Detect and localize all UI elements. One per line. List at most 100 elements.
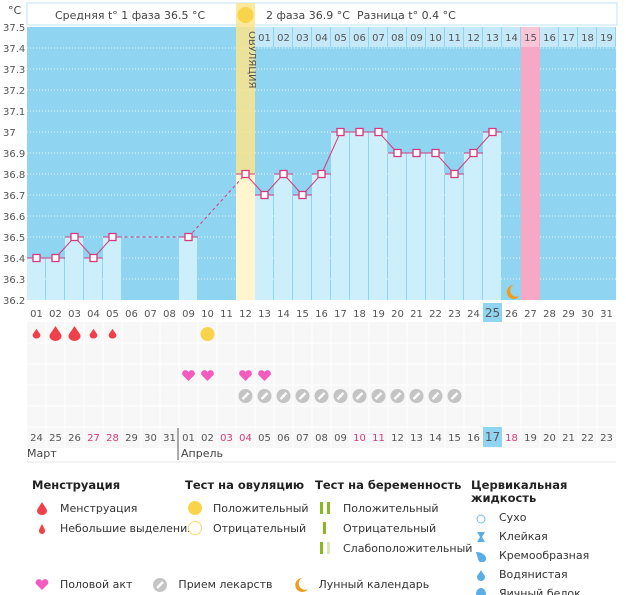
cycle-day-label: 03 (68, 309, 81, 320)
ovulation-bar (236, 174, 255, 300)
sun-icon (237, 7, 254, 23)
cycle-day-label: 31 (600, 309, 613, 320)
dpo-cell (445, 27, 463, 47)
calendar-date-label: 04 (239, 433, 252, 444)
temperature-bar (255, 195, 273, 300)
temperature-line-segment (188, 173, 246, 238)
cycle-day-label: 28 (543, 309, 556, 320)
small-drop-icon (32, 522, 52, 534)
ovulation-test-positive-icon (200, 327, 215, 341)
calendar-date-label: 17 (485, 430, 500, 444)
dpo-label: 19 (600, 33, 613, 44)
dry-icon (471, 512, 491, 524)
dpo-label: 02 (277, 33, 290, 44)
temperature-point (355, 127, 364, 137)
moon-icon (291, 577, 311, 593)
calendar-date-label: 03 (220, 433, 233, 444)
blood-drop-icon (108, 328, 117, 339)
temperature-point (412, 148, 421, 158)
dpo-cell (502, 27, 520, 47)
calendar-date-label: 08 (315, 433, 328, 444)
legend-item: Лунный календарь (318, 578, 430, 591)
calendar-date-label: 23 (600, 433, 613, 444)
dpo-label: 13 (486, 33, 499, 44)
temperature-bar (483, 132, 501, 300)
y-tick-label: 37.2 (3, 86, 25, 97)
heart-icon (182, 370, 195, 381)
legend-title: Тест на беременность (315, 478, 462, 492)
pill-stripe (450, 392, 459, 400)
calendar-date-label: 15 (448, 433, 461, 444)
calendar-date-label: 11 (372, 433, 385, 444)
calendar-date-label: 02 (201, 433, 214, 444)
temperature-bar (46, 258, 64, 300)
positive-circle-icon (185, 500, 205, 516)
temperature-bar (350, 132, 368, 300)
dpo-label: 04 (315, 33, 328, 44)
y-tick-label: 37.1 (3, 107, 25, 118)
temperature-point (184, 232, 193, 242)
cycle-day-label: 20 (391, 309, 404, 320)
dpo-cell (597, 27, 615, 47)
header-box (26, 2, 618, 26)
calendar-date-label: 18 (505, 433, 518, 444)
creamy-icon (471, 550, 491, 562)
cycle-day-label: 01 (30, 309, 43, 320)
temperature-bar (426, 153, 444, 300)
pill-stripe (374, 392, 383, 400)
cycle-day-label: 14 (277, 309, 290, 320)
temperature-point (108, 232, 117, 242)
legend-title: Тест на овуляцию (185, 478, 305, 492)
temperature-bar (312, 174, 330, 300)
legend-item: Сухо (499, 511, 527, 524)
temperature-point (393, 148, 402, 158)
calendar-date-label: 10 (353, 433, 366, 444)
temperature-point (336, 127, 345, 137)
y-tick-label: 36.9 (3, 149, 25, 160)
temperature-point (32, 253, 41, 263)
y-tick-label: 36.6 (3, 212, 25, 223)
dpo-label: 16 (543, 33, 556, 44)
legend-item: Яичный белок (499, 587, 581, 595)
temperature-bar (388, 153, 406, 300)
heart-icon (32, 578, 52, 591)
temperature-bar (103, 237, 121, 300)
calendar-date-label: 30 (144, 433, 157, 444)
calendar-date-label: 26 (68, 433, 81, 444)
temperature-bar (464, 153, 482, 300)
calendar-date-label: 25 (49, 433, 62, 444)
dpo-label: 14 (505, 33, 518, 44)
temperature-point (374, 127, 383, 137)
calendar-date-label: 06 (277, 433, 290, 444)
temperature-bar (407, 153, 425, 300)
cycle-day-label: 11 (220, 309, 233, 320)
cycle-day-label: 09 (182, 309, 195, 320)
month-label: Март (27, 447, 57, 460)
calendar-date-label: 31 (163, 433, 176, 444)
temperature-point (431, 148, 440, 158)
y-tick-label: 36.4 (3, 254, 25, 265)
temp-difference: Разница t° 0.4 °C (357, 9, 456, 22)
blood-drop-icon (68, 326, 81, 342)
legend-item: Менструация (60, 501, 138, 515)
pill-stripe (412, 392, 421, 400)
blood-drop-icon (89, 328, 98, 339)
legend-item: Положительный (343, 501, 439, 515)
dpo-cell (426, 27, 444, 47)
ovulation-label: ОВУЛЯЦИЯ (246, 31, 257, 89)
y-tick-label: 36.3 (3, 275, 25, 286)
temperature-point (241, 169, 250, 179)
y-tick-label: 36.7 (3, 191, 25, 202)
cycle-day-label: 29 (562, 309, 575, 320)
dpo-label: 09 (410, 33, 423, 44)
y-tick-label: 37.5 (3, 23, 25, 34)
dpo-label: 01 (258, 33, 271, 44)
temperature-point (469, 148, 478, 158)
two-lines-icon (315, 501, 335, 515)
dpo-cell (521, 27, 539, 47)
calendar-date-label: 13 (410, 433, 423, 444)
calendar-date-label: 20 (543, 433, 556, 444)
moon-icon (506, 285, 520, 299)
dpo-cell (312, 27, 330, 47)
dpo-cell (559, 27, 577, 47)
